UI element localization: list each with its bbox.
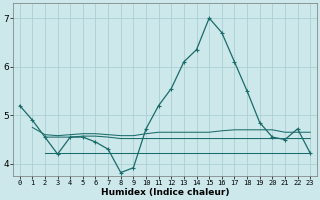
X-axis label: Humidex (Indice chaleur): Humidex (Indice chaleur): [101, 188, 229, 197]
